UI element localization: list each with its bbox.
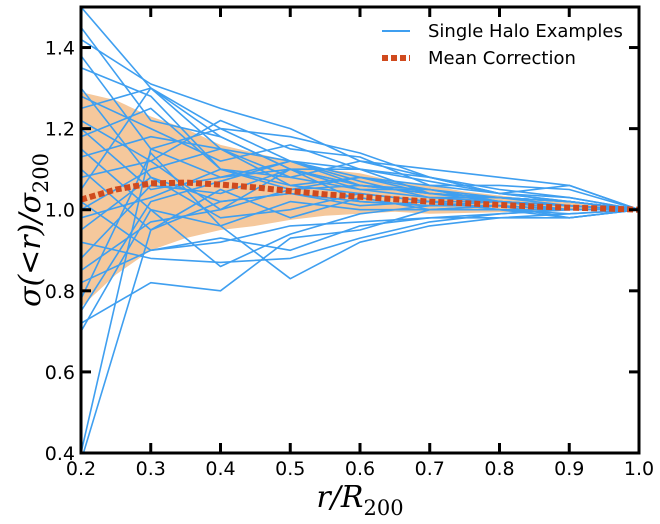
x-axis-label-main: r/R xyxy=(316,480,363,515)
x-tick-label: 0.6 xyxy=(345,458,375,480)
y-tick-label: 0.8 xyxy=(45,281,75,303)
tick-layer: 0.2 0.3 0.4 0.5 0.6 0.7 0.8 0.9 1.0 0.4 0.6 0.8 1.0 1… xyxy=(45,7,654,480)
x-tick-label: 0.8 xyxy=(484,458,514,480)
x-axis-label: r/R200 xyxy=(316,480,403,520)
mean-correction-layer xyxy=(81,179,639,213)
legend-label-single-halo: Single Halo Examples xyxy=(428,21,623,42)
y-axis-label-main: σ(<r)/σ xyxy=(13,192,48,307)
halo-line-halo-30 xyxy=(82,192,639,453)
y-tick-label: 0.6 xyxy=(45,362,75,384)
x-tick-label: 0.2 xyxy=(66,458,96,480)
x-tick-label: 0.4 xyxy=(205,458,235,480)
halo-line-halo-20 xyxy=(81,176,639,231)
x-axis-label-sub: 200 xyxy=(363,496,403,520)
legend: Single Halo Examples Mean Correction xyxy=(382,21,623,69)
halo-line-halo-24 xyxy=(81,208,639,284)
halo-line-halo-26 xyxy=(81,160,639,312)
y-axis-label: σ(<r)/σ200 xyxy=(13,153,53,307)
y-tick-label: 1.2 xyxy=(45,119,75,141)
y-tick-label: 1.4 xyxy=(45,38,75,60)
x-tick-label: 0.7 xyxy=(415,458,445,480)
halo-line-halo-16 xyxy=(81,87,639,211)
halo-line-halo-23 xyxy=(81,176,639,272)
halo-line-halo-11 xyxy=(81,107,639,211)
mean-correction-line xyxy=(81,179,639,213)
halo-line-halo-21 xyxy=(81,208,639,264)
x-tick-label: 1.0 xyxy=(624,458,654,480)
halo-line-halo-27 xyxy=(81,204,639,324)
halo-lines-layer xyxy=(81,7,639,453)
halo-line-halo-29 xyxy=(81,148,639,453)
y-tick-label: 1.0 xyxy=(45,200,75,222)
y-axis-label-sub: 200 xyxy=(29,153,53,193)
halo-line-halo-22 xyxy=(81,168,639,259)
halo-line-halo-28 xyxy=(81,200,639,332)
y-tick-label: 0.4 xyxy=(45,443,75,465)
x-tick-label: 0.3 xyxy=(136,458,166,480)
legend-label-mean-correction: Mean Correction xyxy=(428,48,576,69)
x-tick-label: 0.9 xyxy=(554,458,584,480)
x-tick-label: 0.5 xyxy=(275,458,305,480)
